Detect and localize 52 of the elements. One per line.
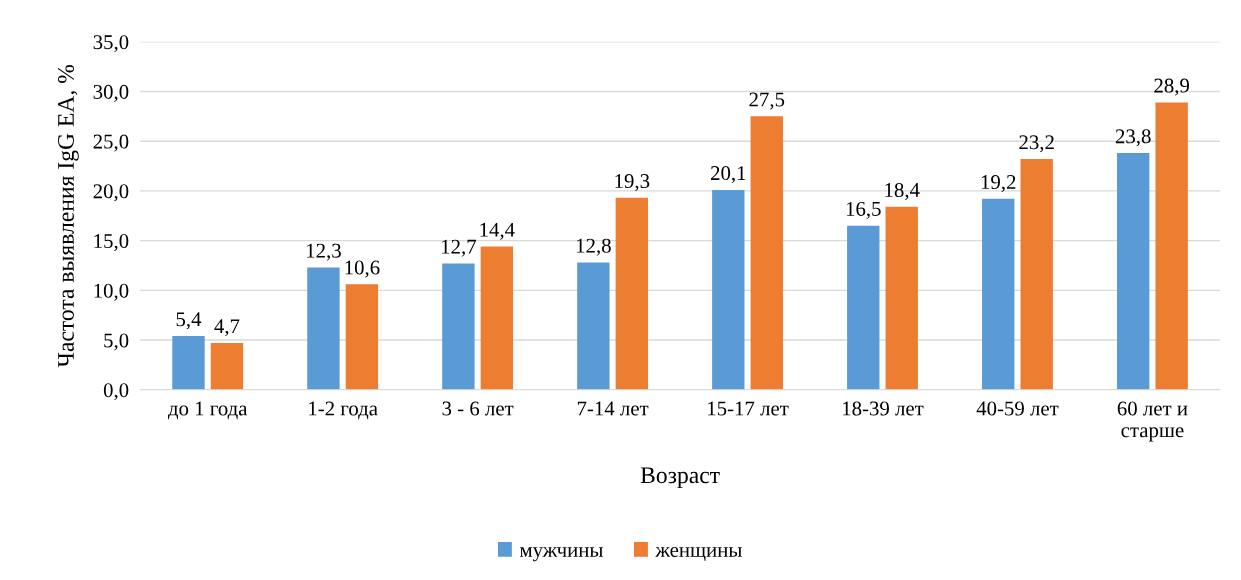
y-tick-label: 35,0 bbox=[93, 35, 129, 53]
bar bbox=[172, 336, 205, 390]
data-label: 19,3 bbox=[615, 174, 650, 192]
data-label: 23,2 bbox=[1019, 135, 1054, 153]
bar bbox=[885, 206, 918, 390]
bar bbox=[750, 116, 783, 390]
x-tick-label: 1-2 года bbox=[309, 401, 378, 420]
data-label: 14,4 bbox=[480, 222, 515, 240]
x-tick-label: 40-59 лет bbox=[976, 401, 1059, 416]
bar bbox=[1117, 153, 1150, 390]
bar bbox=[345, 284, 379, 390]
bar bbox=[1020, 159, 1053, 390]
data-label: 12,8 bbox=[576, 238, 611, 256]
data-label: 5,4 bbox=[176, 312, 202, 330]
data-label: 12,3 bbox=[307, 243, 341, 261]
bar bbox=[442, 263, 475, 390]
x-tick-label: 7-14 лет bbox=[577, 401, 649, 416]
bar bbox=[307, 267, 340, 390]
data-label: 20,1 bbox=[711, 166, 746, 184]
x-tick-label: 60 лет и старше bbox=[1117, 401, 1188, 442]
y-axis-title: Частота выявления IgG EA, % bbox=[57, 64, 79, 368]
y-tick-label: 15,0 bbox=[94, 233, 129, 252]
data-label: 4,7 bbox=[214, 319, 240, 337]
y-tick-label: 10,0 bbox=[94, 283, 129, 301]
data-label: 16,5 bbox=[846, 201, 881, 219]
y-tick-label: 30,0 bbox=[93, 84, 129, 102]
data-label: 12,7 bbox=[442, 239, 477, 257]
data-label: 23,8 bbox=[1115, 129, 1151, 147]
bar bbox=[1155, 102, 1188, 390]
bar bbox=[210, 343, 244, 390]
data-label: 10,6 bbox=[345, 260, 380, 278]
data-label: 27,5 bbox=[749, 92, 785, 110]
y-tick-label: 20,0 bbox=[93, 184, 129, 202]
bar bbox=[982, 198, 1015, 390]
x-axis-title: Возраст bbox=[640, 467, 720, 488]
x-tick-label: 15-17 лет bbox=[708, 401, 789, 416]
bar bbox=[712, 189, 745, 390]
x-tick-label: 18-39 лет bbox=[843, 401, 924, 416]
bar bbox=[847, 225, 880, 390]
x-tick-label: до 1 года bbox=[167, 401, 248, 420]
data-label: 28,9 bbox=[1154, 78, 1190, 96]
y-tick-label: 25,0 bbox=[93, 134, 129, 152]
y-tick-label: 0,0 bbox=[103, 383, 129, 401]
data-label: 18,4 bbox=[885, 182, 920, 201]
bar bbox=[577, 262, 610, 390]
x-tick-label: 3 - 6 лет bbox=[442, 401, 514, 416]
y-tick-label: 5,0 bbox=[104, 333, 129, 351]
legend-label: женщины bbox=[655, 546, 742, 562]
bar bbox=[615, 197, 649, 390]
legend-label: мужчины bbox=[519, 547, 603, 562]
bar bbox=[480, 246, 514, 390]
data-label: 19,2 bbox=[981, 175, 1016, 193]
